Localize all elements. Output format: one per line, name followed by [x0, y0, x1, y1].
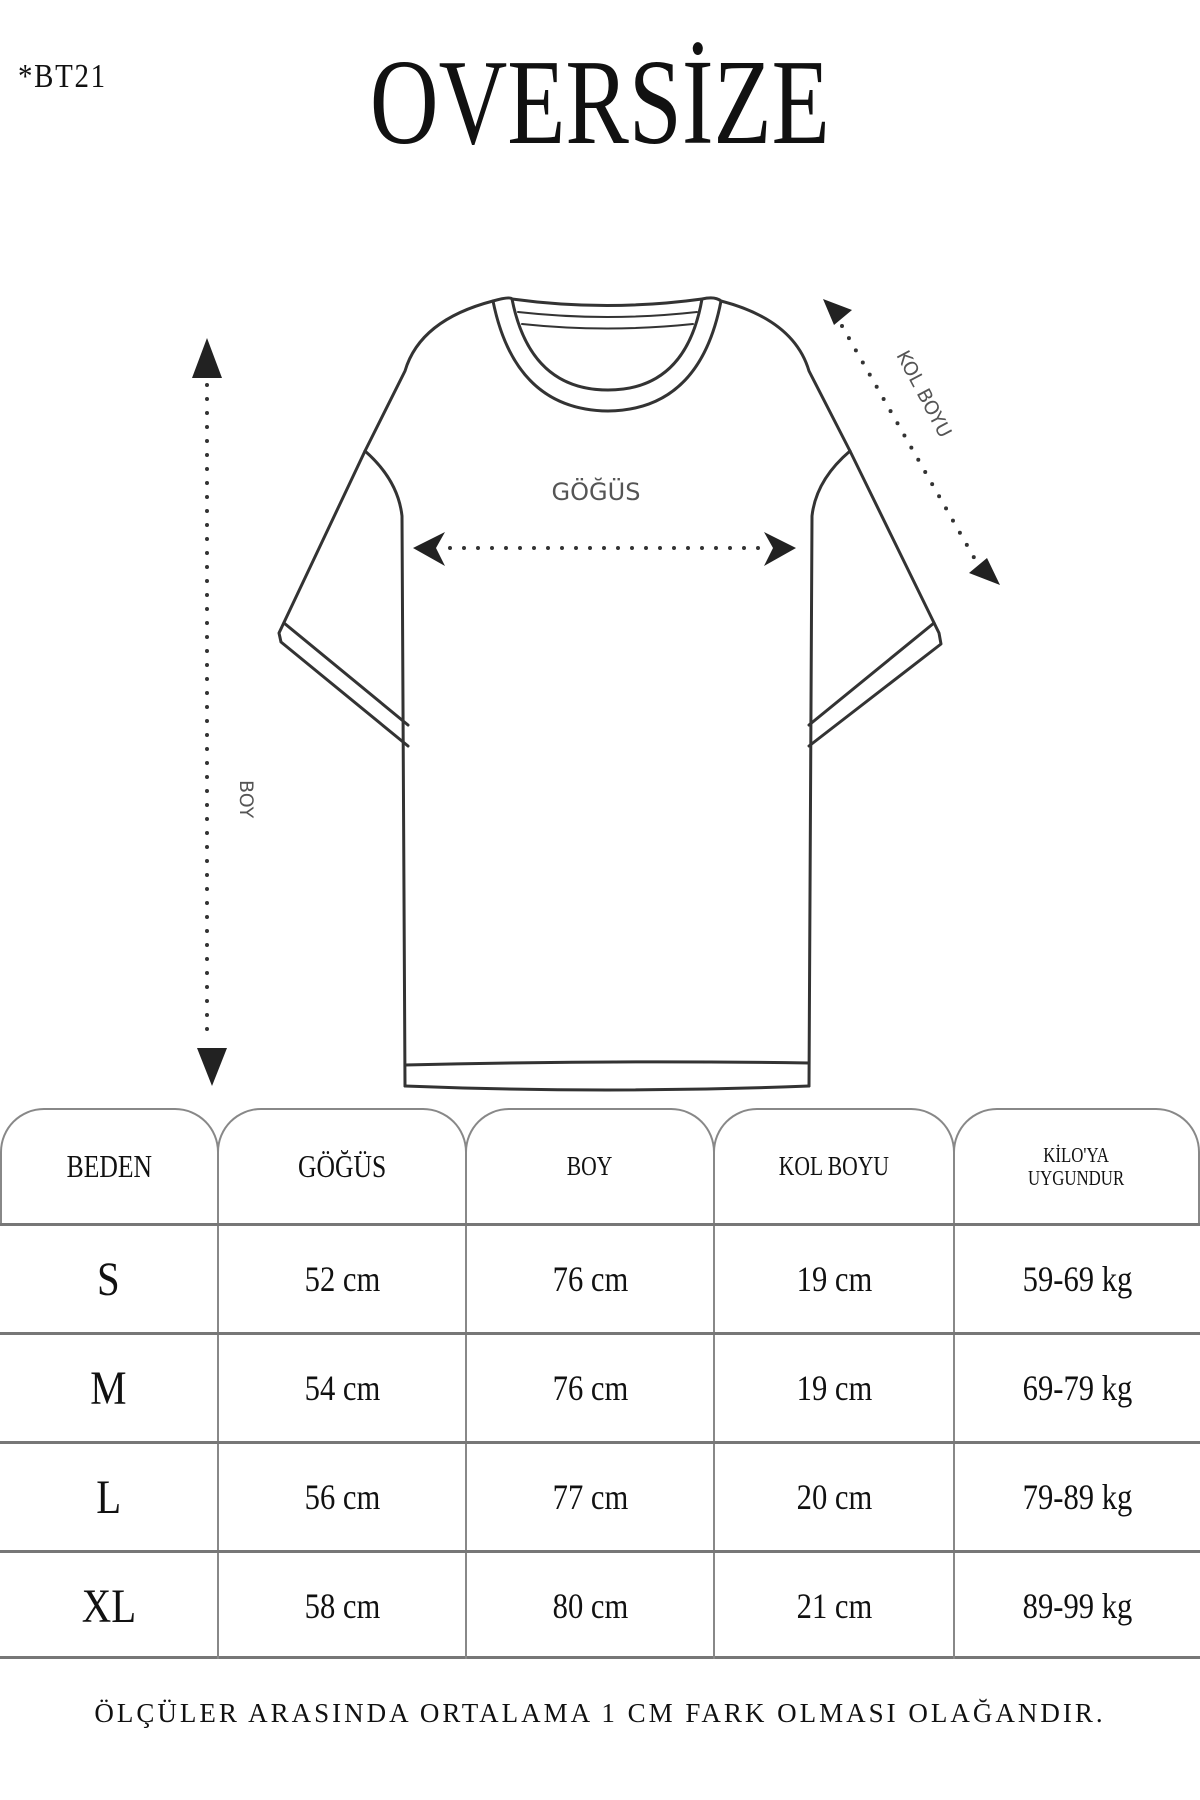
table-row: M 54 cm 76 cm 19 cm 69-79 kg	[0, 1332, 1200, 1441]
cell-value: M	[90, 1361, 127, 1415]
table-row: S 52 cm 76 cm 19 cm 59-69 kg	[0, 1223, 1200, 1332]
tshirt-size-diagram: BOY GÖĞÜS KOL BOYU	[192, 296, 1000, 1092]
length-arrow	[192, 338, 227, 1086]
arrow-left-icon	[413, 532, 445, 566]
arrow-right-icon	[764, 532, 796, 566]
cell-sleeve: 19 cm	[713, 1335, 953, 1441]
cell-value: 19 cm	[796, 1259, 872, 1299]
cell-sleeve: 21 cm	[713, 1553, 953, 1659]
collar-rib-line	[517, 311, 698, 318]
cell-value: S	[97, 1252, 120, 1306]
collar-inner	[510, 297, 704, 392]
arrow-up-icon	[192, 338, 222, 378]
cell-size: S	[0, 1226, 217, 1332]
arrow-down-right-icon	[969, 558, 1000, 585]
header-size: BEDEN	[0, 1108, 219, 1223]
length-label: BOY	[235, 780, 257, 819]
left-sleeve	[277, 299, 495, 748]
cell-weight: 69-79 kg	[953, 1335, 1200, 1441]
cell-weight: 79-89 kg	[953, 1444, 1200, 1550]
cell-length: 77 cm	[465, 1444, 713, 1550]
footer-note: ÖLÇÜLER ARASINDA ORTALAMA 1 CM FARK OLMA…	[94, 1698, 1106, 1728]
header-label-line: KİLO'YA	[1043, 1142, 1110, 1167]
header-label: BEDEN	[66, 1148, 153, 1184]
cell-value: 21 cm	[796, 1586, 872, 1626]
collar-outer	[491, 296, 723, 413]
cell-value: 59-69 kg	[1022, 1259, 1133, 1299]
cell-size: L	[0, 1444, 217, 1550]
left-side	[363, 449, 407, 1088]
chest-label: GÖĞÜS	[552, 476, 641, 506]
tshirt-outline	[277, 296, 943, 1092]
header-label-line: UYGUNDUR	[1028, 1165, 1125, 1190]
cell-value: L	[96, 1470, 121, 1524]
cell-value: 77 cm	[552, 1477, 628, 1517]
cell-chest: 54 cm	[217, 1335, 465, 1441]
table-row: XL 58 cm 80 cm 21 cm 89-99 kg	[0, 1550, 1200, 1659]
header-label: BOY	[567, 1151, 613, 1181]
cell-sleeve: 19 cm	[713, 1226, 953, 1332]
cell-chest: 58 cm	[217, 1553, 465, 1659]
cell-chest: 52 cm	[217, 1226, 465, 1332]
cell-size: XL	[0, 1553, 217, 1659]
cell-length: 80 cm	[465, 1553, 713, 1659]
header-sleeve: KOL BOYU	[713, 1108, 955, 1223]
header-label: GÖĞÜS	[297, 1148, 387, 1184]
cell-weight: 59-69 kg	[953, 1226, 1200, 1332]
table-row: L 56 cm 77 cm 20 cm 79-89 kg	[0, 1441, 1200, 1550]
collar-rib-line	[521, 323, 694, 330]
page-title-text: OVERSİZE	[370, 35, 830, 170]
right-side	[807, 449, 852, 1088]
cell-value: 56 cm	[304, 1477, 380, 1517]
cell-weight: 89-99 kg	[953, 1553, 1200, 1659]
hem-line	[403, 1060, 811, 1067]
header-weight: KİLO'YA UYGUNDUR	[953, 1108, 1200, 1223]
cell-chest: 56 cm	[217, 1444, 465, 1550]
cell-value: 52 cm	[304, 1259, 380, 1299]
left-cuff-line	[282, 621, 410, 727]
header-label: KİLO'YA UYGUNDUR	[1028, 1142, 1125, 1190]
cell-value: 79-89 kg	[1022, 1477, 1133, 1517]
cell-value: 20 cm	[796, 1477, 872, 1517]
cell-value: XL	[81, 1579, 136, 1633]
arrow-up-left-icon	[823, 299, 852, 325]
cell-value: 58 cm	[304, 1586, 380, 1626]
page-title: OVERSİZE	[0, 38, 1200, 168]
cell-value: 89-99 kg	[1022, 1586, 1133, 1626]
header-length: BOY	[465, 1108, 715, 1223]
header-chest: GÖĞÜS	[217, 1108, 467, 1223]
cell-length: 76 cm	[465, 1226, 713, 1332]
cell-length: 76 cm	[465, 1335, 713, 1441]
cell-value: 76 cm	[552, 1368, 628, 1408]
cell-value: 19 cm	[796, 1368, 872, 1408]
cell-sleeve: 20 cm	[713, 1444, 953, 1550]
arrow-down-icon	[197, 1048, 227, 1086]
product-code: *BT21	[18, 58, 107, 95]
sleeve-label: KOL BOYU	[892, 347, 956, 441]
cell-value: 69-79 kg	[1022, 1368, 1133, 1408]
cell-size: M	[0, 1335, 217, 1441]
sleeve-arrow	[823, 299, 1000, 585]
cell-value: 76 cm	[552, 1259, 628, 1299]
right-cuff-line	[807, 621, 936, 727]
header-label: KOL BOYU	[778, 1151, 890, 1181]
cell-value: 80 cm	[552, 1586, 628, 1626]
size-table: BEDEN GÖĞÜS BOY KOL BOYU KİLO'YA UYGUNDUR…	[0, 1108, 1200, 1659]
cell-value: 54 cm	[304, 1368, 380, 1408]
hem-bottom	[403, 1084, 811, 1092]
chest-arrow	[413, 532, 796, 566]
